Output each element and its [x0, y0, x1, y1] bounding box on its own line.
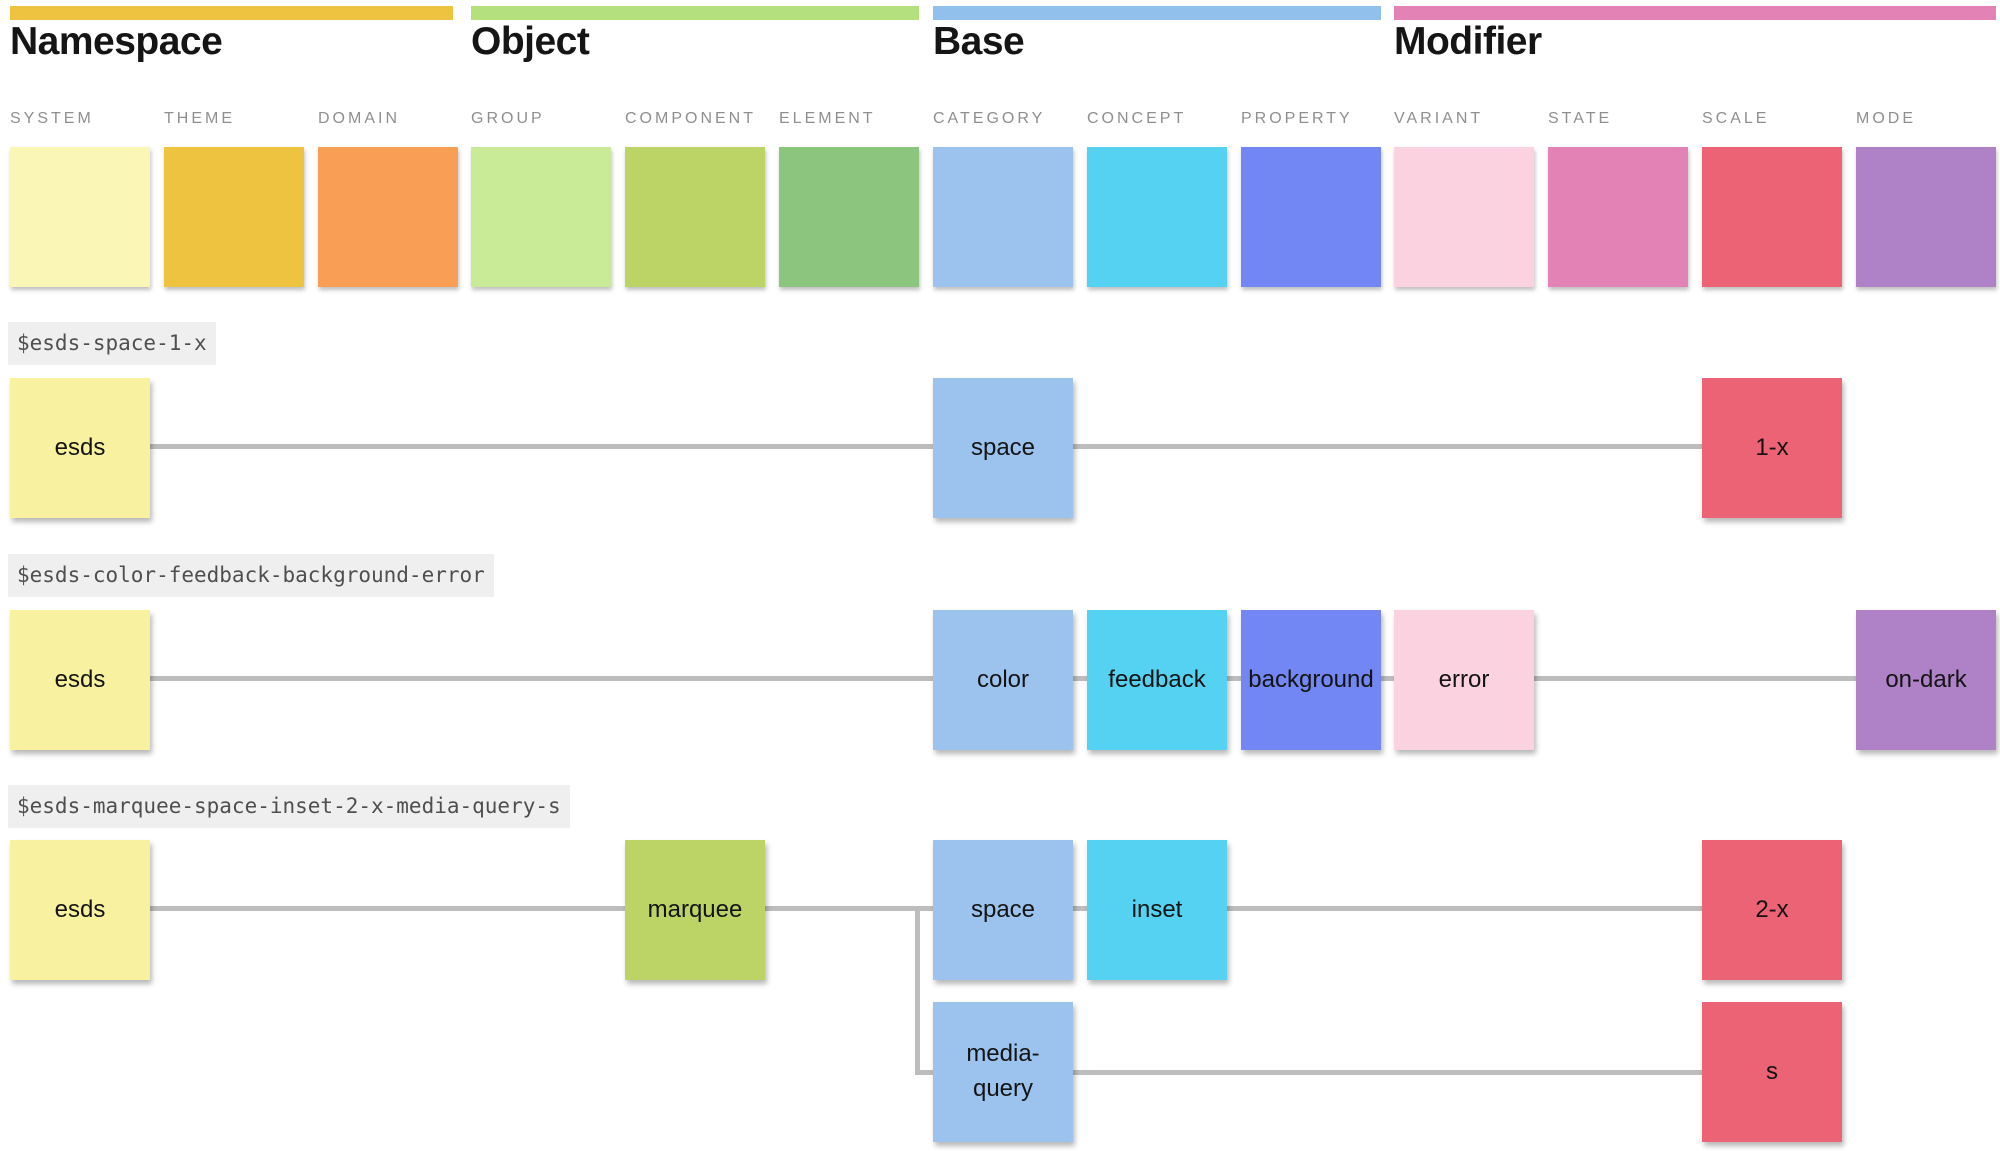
connector-line	[763, 906, 935, 911]
connector-line	[1532, 676, 1858, 681]
swatch-concept	[1087, 147, 1227, 287]
swatch-system	[10, 147, 150, 287]
row2-box-on-dark: on-dark	[1856, 610, 1996, 750]
row3-box-media-query: media-query	[933, 1002, 1073, 1142]
row3-box-s: s	[1702, 1002, 1842, 1142]
swatch-scale	[1702, 147, 1842, 287]
swatch-group	[471, 147, 611, 287]
column-label-domain: DOMAIN	[318, 110, 400, 127]
column-label-state: STATE	[1548, 110, 1613, 127]
connector-line	[1225, 676, 1243, 681]
section-title-object: Object	[471, 20, 590, 63]
column-label-category: CATEGORY	[933, 110, 1046, 127]
section-title-base: Base	[933, 20, 1025, 63]
row1-box-space: space	[933, 378, 1073, 518]
token-label-3: $esds-marquee-space-inset-2-x-media-quer…	[8, 785, 570, 828]
row3-box-space: space	[933, 840, 1073, 980]
connector-line	[1225, 906, 1704, 911]
connector-line	[1071, 906, 1089, 911]
swatch-component	[625, 147, 765, 287]
connector-line	[1071, 1070, 1704, 1075]
row3-box-marquee: marquee	[625, 840, 765, 980]
branch-connector-line	[915, 906, 920, 1075]
row1-box-1-x: 1-x	[1702, 378, 1842, 518]
swatch-element	[779, 147, 919, 287]
swatch-mode	[1856, 147, 1996, 287]
row2-box-esds: esds	[10, 610, 150, 750]
row3-box-2-x: 2-x	[1702, 840, 1842, 980]
swatch-state	[1548, 147, 1688, 287]
row1-box-esds: esds	[10, 378, 150, 518]
swatch-property	[1241, 147, 1381, 287]
section-bar-modifier	[1394, 6, 1996, 20]
token-label-1: $esds-space-1-x	[8, 322, 216, 365]
connector-line	[148, 906, 627, 911]
row2-box-background: background	[1241, 610, 1381, 750]
row3-box-inset: inset	[1087, 840, 1227, 980]
row2-box-color: color	[933, 610, 1073, 750]
connector-line	[1071, 676, 1089, 681]
swatch-domain	[318, 147, 458, 287]
column-label-theme: THEME	[164, 110, 235, 127]
section-bar-object	[471, 6, 919, 20]
connector-line	[148, 444, 935, 449]
swatch-category	[933, 147, 1073, 287]
token-label-2: $esds-color-feedback-background-error	[8, 554, 494, 597]
column-label-mode: MODE	[1856, 110, 1916, 127]
column-label-variant: VARIANT	[1394, 110, 1484, 127]
column-label-component: COMPONENT	[625, 110, 756, 127]
connector-line	[148, 676, 935, 681]
section-bar-base	[933, 6, 1381, 20]
connector-line	[1379, 676, 1397, 681]
connector-line	[915, 1070, 935, 1075]
connector-line	[1071, 444, 1704, 449]
swatch-theme	[164, 147, 304, 287]
section-bar-namespace	[10, 6, 453, 20]
section-title-modifier: Modifier	[1394, 20, 1542, 63]
swatch-variant	[1394, 147, 1534, 287]
column-label-scale: SCALE	[1702, 110, 1770, 127]
column-label-system: SYSTEM	[10, 110, 94, 127]
column-label-element: ELEMENT	[779, 110, 876, 127]
row3-box-esds: esds	[10, 840, 150, 980]
column-label-property: PROPERTY	[1241, 110, 1353, 127]
row2-box-error: error	[1394, 610, 1534, 750]
section-title-namespace: Namespace	[10, 20, 223, 63]
column-label-group: GROUP	[471, 110, 545, 127]
row2-box-feedback: feedback	[1087, 610, 1227, 750]
column-label-concept: CONCEPT	[1087, 110, 1187, 127]
